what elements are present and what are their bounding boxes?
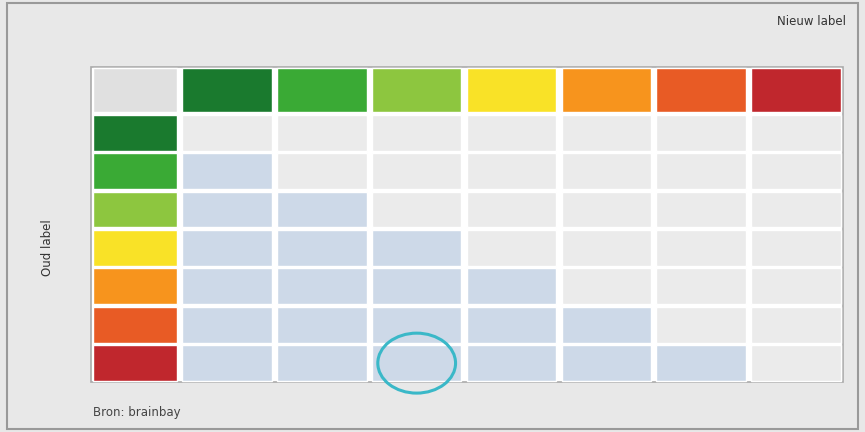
Text: 7.9%: 7.9% — [401, 357, 432, 370]
Text: D: D — [506, 84, 516, 97]
Text: 10.2%: 10.2% — [208, 318, 246, 331]
Text: Bron: brainbay: Bron: brainbay — [93, 406, 181, 419]
Text: 4.8%: 4.8% — [592, 357, 621, 370]
Text: G: G — [791, 84, 801, 97]
Text: D: D — [130, 241, 140, 254]
Text: 4.3%: 4.3% — [307, 241, 336, 254]
Text: 4.9%: 4.9% — [401, 318, 432, 331]
Text: F: F — [697, 84, 705, 97]
Text: 5.7%: 5.7% — [497, 357, 527, 370]
Text: 1.0%: 1.0% — [497, 280, 527, 293]
Text: 3.0%: 3.0% — [686, 357, 716, 370]
Text: C: C — [131, 203, 140, 216]
Text: Nieuw label: Nieuw label — [777, 15, 846, 28]
Text: 5.3%: 5.3% — [307, 280, 336, 293]
Text: C: C — [412, 84, 421, 97]
Text: B: B — [317, 84, 327, 97]
Text: 2.8%: 2.8% — [212, 165, 242, 178]
Text: A: A — [222, 84, 232, 97]
Text: 8.2%: 8.2% — [212, 280, 242, 293]
Text: 13.3%: 13.3% — [208, 357, 246, 370]
Text: 3.0%: 3.0% — [402, 280, 432, 293]
Text: 10.3%: 10.3% — [304, 357, 341, 370]
Text: 7.2%: 7.2% — [307, 318, 336, 331]
Text: 7.2%: 7.2% — [212, 241, 242, 254]
Text: 2.1%: 2.1% — [401, 241, 432, 254]
Text: 1.8%: 1.8% — [592, 318, 621, 331]
Text: 2.2%: 2.2% — [307, 203, 336, 216]
Text: F: F — [131, 318, 139, 331]
Text: G: G — [130, 357, 140, 370]
Text: E: E — [131, 280, 139, 293]
Text: Oud label: Oud label — [41, 219, 54, 276]
Text: B: B — [131, 165, 140, 178]
Text: E: E — [602, 84, 611, 97]
Text: 5.0%: 5.0% — [212, 203, 242, 216]
Text: A: A — [131, 126, 140, 140]
Text: 2.8%: 2.8% — [497, 318, 527, 331]
